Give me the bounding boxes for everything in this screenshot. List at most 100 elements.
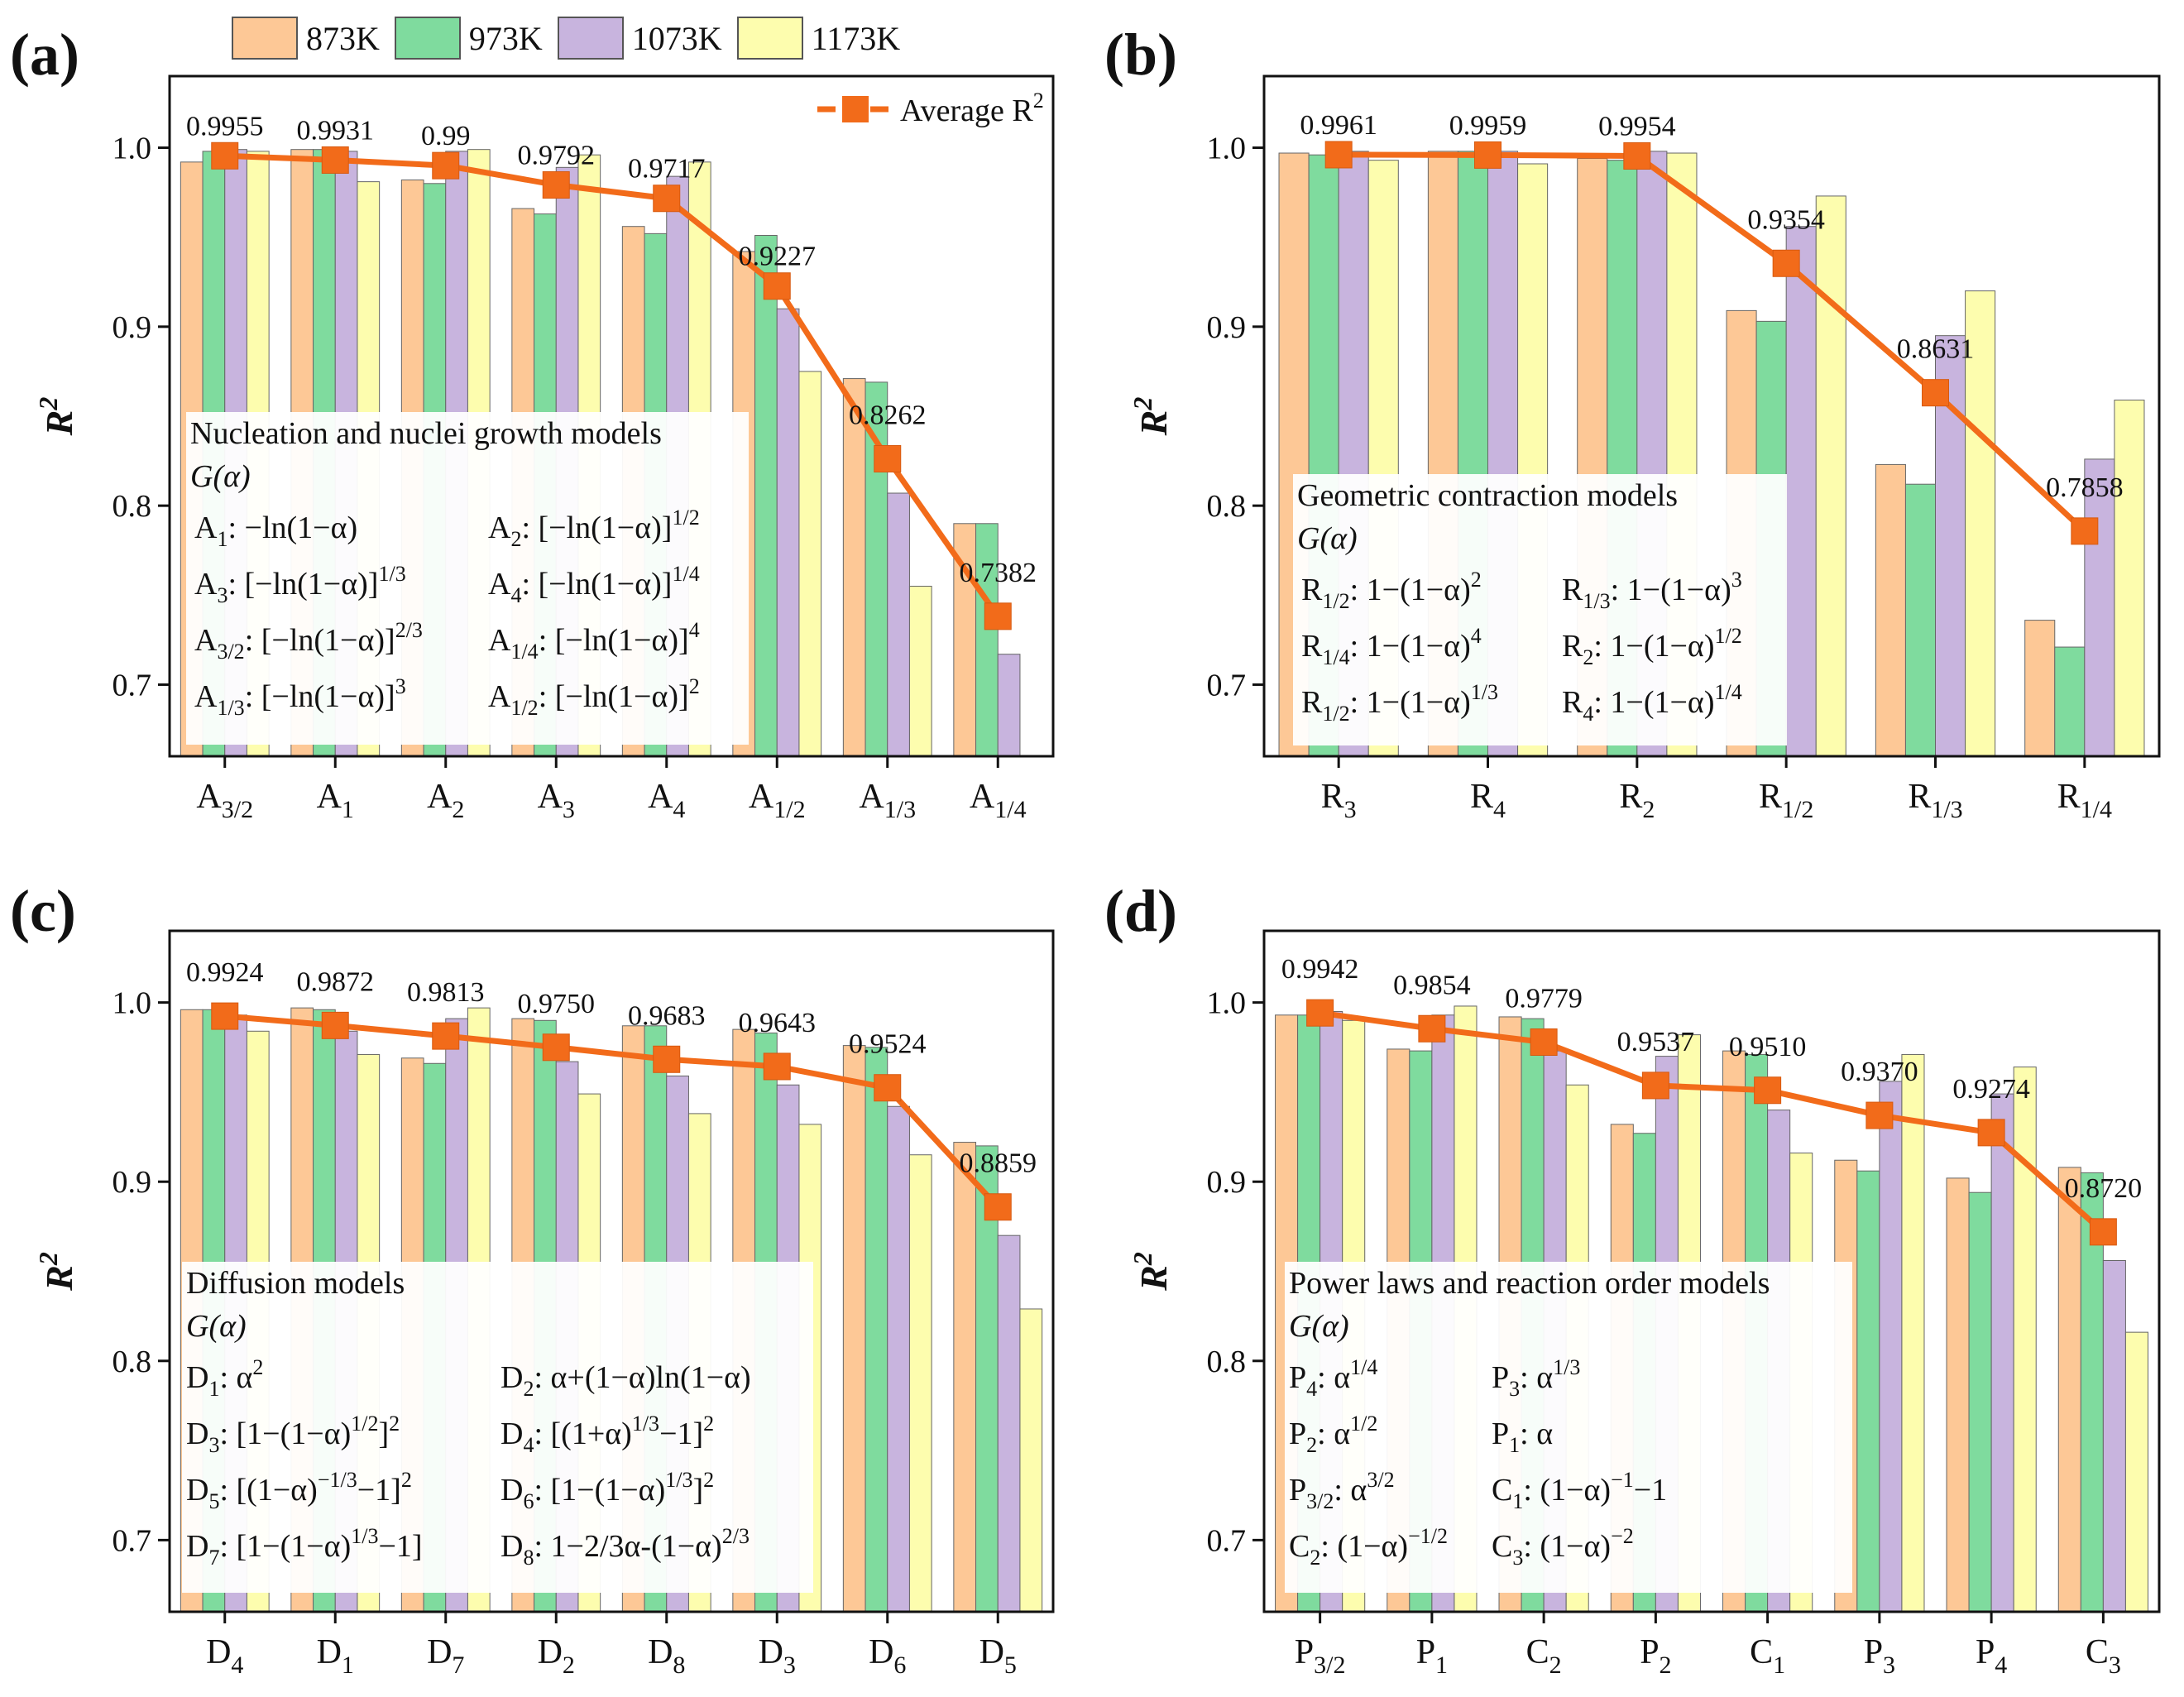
model-superscript: −1/3 [318, 1468, 357, 1492]
model-formula: D5: [(1−α)−1/3−1]2 [186, 1468, 412, 1513]
x-tick-symbol: A [538, 778, 563, 816]
x-tick-label: C3 [2086, 1633, 2121, 1679]
y-tick-label: 1.0 [113, 986, 152, 1021]
average-value-label: 0.8262 [849, 400, 927, 430]
model-superscript: 1/4 [1715, 680, 1742, 704]
average-marker [1772, 249, 1800, 277]
average-marker [1922, 379, 1949, 407]
model-expression: : [−ln(1−α)] [521, 567, 672, 602]
model-expression: : [−ln(1−α)] [521, 511, 672, 545]
x-tick-subscript: 7 [452, 1651, 464, 1679]
model-symbol: D [500, 1360, 523, 1395]
x-tick-subscript: 6 [893, 1651, 906, 1679]
model-formula: P3/2: α3/2 [1289, 1468, 1395, 1513]
x-tick-subscript: 1 [1435, 1651, 1448, 1679]
bar [908, 1154, 932, 1613]
model-symbol: A [194, 511, 218, 545]
model-formula: C3: (1−α)−2 [1492, 1524, 1634, 1570]
average-marker [1641, 1071, 1669, 1100]
model-formula: R1/4: 1−(1−α)4 [1301, 624, 1482, 669]
average-value-label: 0.9510 [1729, 1032, 1807, 1062]
average-marker [874, 1074, 902, 1102]
plot-frame [1262, 74, 2161, 758]
x-tick-subscript: 1/4 [2081, 796, 2112, 823]
x-tick-subscript: 8 [673, 1651, 685, 1679]
model-superscript: 1/3 [665, 1468, 692, 1492]
y-tick-label: 0.8 [113, 489, 152, 524]
model-legend-box: Nucleation and nuclei growth models G(α) A… [186, 412, 749, 745]
average-marker [763, 272, 791, 300]
model-expression: : 1−(1−α) [1611, 573, 1731, 607]
bar [1879, 1081, 1903, 1613]
model-symbol: C [1289, 1529, 1310, 1564]
model-symbol: R [1301, 685, 1323, 720]
x-tick-subscript: 2 [563, 1651, 575, 1679]
model-legend-background [1285, 1262, 1852, 1593]
model-superscript: 2 [389, 1412, 400, 1436]
average-value-label: 0.9959 [1449, 110, 1527, 141]
model-formula: A1: −ln(1−α) [194, 511, 357, 551]
average-value-label: 0.9524 [849, 1029, 927, 1060]
legend-label-1173k: 1173K [811, 19, 901, 57]
bar [864, 1047, 888, 1613]
x-tick-symbol: A [749, 778, 774, 816]
x-tick-subscript: 1/3 [1931, 796, 1962, 823]
x-tick-label: P4 [1976, 1633, 2007, 1679]
average-value-label: 0.9779 [1505, 983, 1583, 1014]
bar [887, 1105, 910, 1613]
model-subscript: 4 [523, 1433, 534, 1457]
model-subscript: 1/4 [1322, 645, 1349, 669]
model-expression: : −ln(1−α) [228, 511, 357, 545]
average-value-label: 0.9924 [186, 957, 264, 988]
x-tick-symbol: A [196, 778, 222, 816]
average-marker [211, 141, 239, 170]
model-formula: D6: [1−(1−α)1/3]2 [500, 1468, 714, 1513]
model-symbol: A [488, 567, 511, 602]
model-expression-tail: ] [378, 1417, 389, 1451]
model-subscript: 4 [510, 583, 521, 607]
model-formula: P4: α1/4 [1289, 1355, 1377, 1401]
model-superscript: 3 [1731, 568, 1742, 592]
model-formula: A1/3: [−ln(1−α)]3 [194, 674, 406, 720]
model-expression: : [−ln(1−α)] [245, 679, 395, 714]
average-marker [653, 1045, 681, 1073]
average-marker [653, 185, 681, 213]
model-formula: R2: 1−(1−α)1/2 [1562, 624, 1742, 669]
model-expression: : 1−(1−α) [1593, 629, 1714, 664]
model-expression-tail: −1 [1634, 1473, 1667, 1508]
model-superscript: 4 [689, 618, 700, 642]
x-tick-label: P3 [1864, 1633, 1895, 1679]
legend: 873K 973K 1073K 1173K [232, 12, 915, 65]
bar [1990, 1093, 2014, 1613]
model-subscript: 1/2 [1322, 589, 1349, 613]
model-symbol: D [186, 1417, 208, 1451]
y-tick-label: 0.9 [1207, 1165, 1247, 1200]
model-superscript: 4 [1471, 624, 1482, 648]
y-axis-label-main: R [1133, 1265, 1175, 1292]
model-legend-title: Diffusion models [186, 1266, 405, 1301]
model-expression: : [1−(1−α) [219, 1417, 351, 1451]
y-axis-label-sup: 2 [1128, 1252, 1157, 1266]
x-tick-label: P3/2 [1295, 1633, 1346, 1679]
model-superscript: 2 [1471, 568, 1482, 592]
x-tick-label: A1/3 [859, 778, 916, 823]
y-axis-label-main: R [38, 410, 80, 437]
x-tick-subscript: 1 [342, 796, 354, 823]
bar [2084, 458, 2115, 757]
x-tick-subscript: 3 [2109, 1651, 2121, 1679]
bar [754, 235, 778, 757]
model-expression: : [−ln(1−α)] [245, 623, 395, 658]
model-symbol: P [1492, 1360, 1509, 1395]
model-expression: : α+(1−α)ln(1−α) [534, 1360, 750, 1395]
x-tick-symbol: C [1750, 1633, 1773, 1671]
model-symbol: D [186, 1360, 208, 1395]
model-symbol: D [186, 1473, 208, 1508]
average-marker [432, 151, 460, 180]
model-superscript: 1/2 [672, 506, 699, 530]
model-expression: : α [1334, 1473, 1367, 1508]
legend-item-1073k: 1073K [557, 17, 722, 60]
x-tick-label: C1 [1750, 1633, 1785, 1679]
x-tick-symbol: A [427, 778, 453, 816]
x-tick-label: D2 [538, 1633, 575, 1679]
